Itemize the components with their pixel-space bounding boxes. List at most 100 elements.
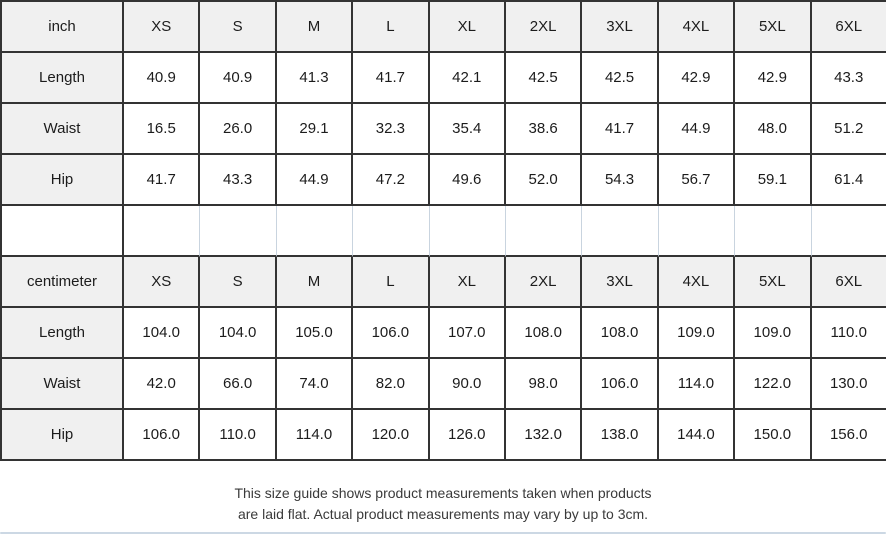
size-chart-body: inch XS S M L XL 2XL 3XL 4XL 5XL 6XL Length 40.9 40.9… <box>2 2 886 461</box>
measurement-value-cell: 43.3 <box>811 53 886 104</box>
measurement-value-cell: 41.7 <box>124 155 201 206</box>
spacer-cell <box>353 206 430 257</box>
spacer-cell <box>658 206 736 257</box>
measurement-label-cell: Hip <box>2 410 124 461</box>
spacer-row <box>2 206 886 257</box>
unit-header-cell: inch <box>2 2 124 53</box>
size-header-cell: 4XL <box>658 2 736 53</box>
measurement-value-cell: 90.0 <box>429 359 506 410</box>
measurement-value-cell: 52.0 <box>505 155 583 206</box>
measurement-value-cell: 82.0 <box>353 359 430 410</box>
spacer-cell <box>200 206 277 257</box>
measurement-value-cell: 40.9 <box>200 53 277 104</box>
measurement-value-cell: 106.0 <box>124 410 201 461</box>
measurement-value-cell: 106.0 <box>582 359 659 410</box>
measurement-value-cell: 44.9 <box>658 104 736 155</box>
measurement-value-cell: 106.0 <box>353 308 430 359</box>
measurement-value-cell: 150.0 <box>735 410 812 461</box>
measurement-value-cell: 61.4 <box>811 155 886 206</box>
measurement-value-cell: 26.0 <box>200 104 277 155</box>
measurement-value-cell: 43.3 <box>200 155 277 206</box>
measurement-value-cell: 110.0 <box>811 308 886 359</box>
measurement-value-cell: 54.3 <box>582 155 659 206</box>
measurement-value-cell: 144.0 <box>658 410 736 461</box>
size-header-row: centimeter XS S M L XL 2XL 3XL 4XL 5XL 6XL <box>2 257 886 308</box>
measurement-value-cell: 74.0 <box>276 359 354 410</box>
measurement-value-cell: 105.0 <box>276 308 354 359</box>
spacer-cell <box>582 206 659 257</box>
measurement-value-cell: 16.5 <box>124 104 201 155</box>
measurement-value-cell: 40.9 <box>124 53 201 104</box>
measurement-value-cell: 132.0 <box>505 410 583 461</box>
measurement-value-cell: 109.0 <box>658 308 736 359</box>
size-header-cell: XS <box>124 257 201 308</box>
measurement-value-cell: 29.1 <box>276 104 354 155</box>
measurement-value-cell: 156.0 <box>811 410 886 461</box>
measurement-value-cell: 42.5 <box>505 53 583 104</box>
measurement-row: Waist 42.0 66.0 74.0 82.0 90.0 98.0 106.0 114.0 1… <box>2 359 886 410</box>
measurement-value-cell: 41.3 <box>276 53 354 104</box>
measurement-value-cell: 104.0 <box>200 308 277 359</box>
measurement-value-cell: 120.0 <box>353 410 430 461</box>
measurement-value-cell: 42.5 <box>582 53 659 104</box>
size-header-cell: XL <box>429 2 506 53</box>
measurement-value-cell: 122.0 <box>735 359 812 410</box>
measurement-value-cell: 38.6 <box>505 104 583 155</box>
spacer-cell <box>124 206 201 257</box>
measurement-value-cell: 47.2 <box>353 155 430 206</box>
measurement-value-cell: 98.0 <box>505 359 583 410</box>
measurement-value-cell: 108.0 <box>505 308 583 359</box>
unit-header-cell: centimeter <box>2 257 124 308</box>
measurement-value-cell: 130.0 <box>811 359 886 410</box>
measurement-value-cell: 44.9 <box>276 155 354 206</box>
measurement-value-cell: 104.0 <box>124 308 201 359</box>
size-header-cell: XS <box>124 2 201 53</box>
measurement-value-cell: 59.1 <box>735 155 812 206</box>
measurement-value-cell: 109.0 <box>735 308 812 359</box>
size-header-cell: 2XL <box>505 257 583 308</box>
size-header-cell: S <box>200 2 277 53</box>
measurement-value-cell: 108.0 <box>582 308 659 359</box>
size-header-cell: XL <box>429 257 506 308</box>
measurement-value-cell: 41.7 <box>353 53 430 104</box>
measurement-row: Length 40.9 40.9 41.3 41.7 42.1 42.5 42.5 42.9 42… <box>2 53 886 104</box>
measurement-row: Hip 41.7 43.3 44.9 47.2 49.6 52.0 54.3 56.7 59.1 6… <box>2 155 886 206</box>
measurement-value-cell: 56.7 <box>658 155 736 206</box>
measurement-value-cell: 32.3 <box>353 104 430 155</box>
measurement-value-cell: 42.9 <box>735 53 812 104</box>
measurement-value-cell: 42.9 <box>658 53 736 104</box>
measurement-value-cell: 114.0 <box>658 359 736 410</box>
spacer-cell <box>505 206 583 257</box>
measurement-value-cell: 48.0 <box>735 104 812 155</box>
bottom-divider <box>0 532 886 534</box>
measurement-value-cell: 42.1 <box>429 53 506 104</box>
size-header-row: inch XS S M L XL 2XL 3XL 4XL 5XL 6XL <box>2 2 886 53</box>
spacer-cell <box>2 206 124 257</box>
measurement-value-cell: 110.0 <box>200 410 277 461</box>
size-header-cell: S <box>200 257 277 308</box>
measurement-value-cell: 107.0 <box>429 308 506 359</box>
size-header-cell: M <box>276 257 354 308</box>
measurement-value-cell: 114.0 <box>276 410 354 461</box>
size-chart-table: inch XS S M L XL 2XL 3XL 4XL 5XL 6XL Length 40.9 40.9… <box>0 0 886 461</box>
spacer-cell <box>276 206 354 257</box>
size-header-cell: 6XL <box>811 2 886 53</box>
measurement-label-cell: Length <box>2 53 124 104</box>
measurement-label-cell: Waist <box>2 104 124 155</box>
measurement-value-cell: 35.4 <box>429 104 506 155</box>
measurement-label-cell: Waist <box>2 359 124 410</box>
note-line-2: are laid flat. Actual product measuremen… <box>237 506 649 522</box>
note-line-1: This size guide shows product measuremen… <box>234 485 652 501</box>
size-header-cell: 2XL <box>505 2 583 53</box>
size-header-cell: 4XL <box>658 257 736 308</box>
size-header-cell: 6XL <box>811 257 886 308</box>
measurement-label-cell: Length <box>2 308 124 359</box>
size-header-cell: 3XL <box>582 257 659 308</box>
size-header-cell: 5XL <box>735 2 812 53</box>
spacer-cell <box>429 206 506 257</box>
measurement-value-cell: 138.0 <box>582 410 659 461</box>
measurement-value-cell: 42.0 <box>124 359 201 410</box>
size-header-cell: 3XL <box>582 2 659 53</box>
measurement-row: Length 104.0 104.0 105.0 106.0 107.0 108.0 108.… <box>2 308 886 359</box>
